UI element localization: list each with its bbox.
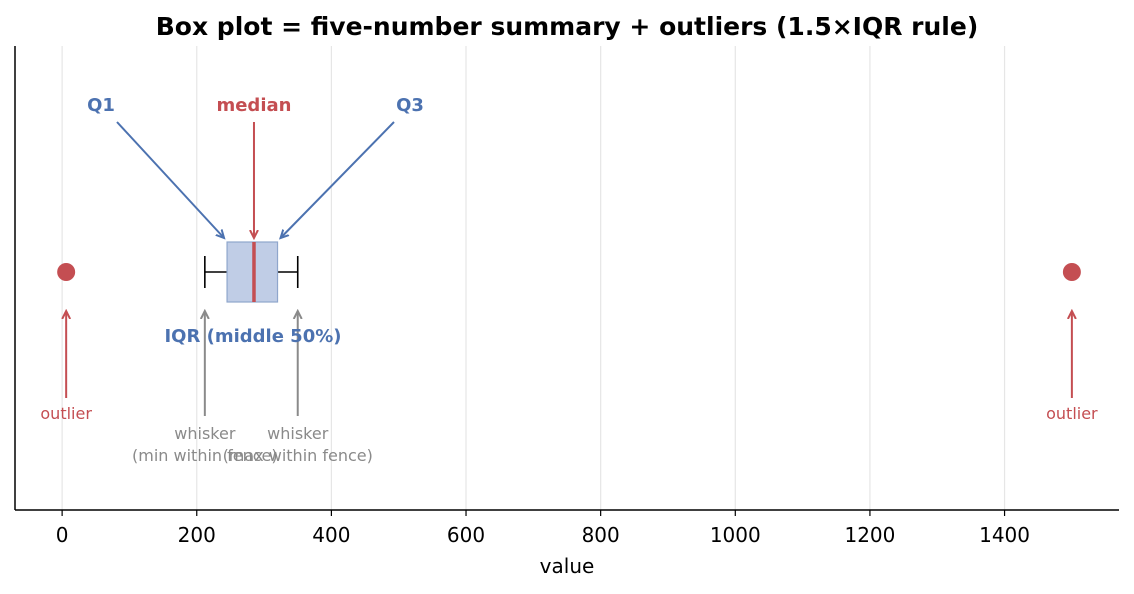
x-axis-label: value (540, 554, 595, 578)
whisker-low-label-line1: whisker (174, 424, 236, 443)
whisker-high-label-line1: whisker (267, 424, 329, 443)
outlier-point-left (57, 263, 76, 281)
x-tick-label: 600 (447, 523, 485, 547)
iqr-label: IQR (middle 50%) (164, 326, 341, 347)
q3-label: Q3 (396, 95, 424, 116)
x-axis-ticks: 0 200 400 600 800 1000 1200 1400 (56, 510, 1030, 547)
grid-lines (61, 46, 1006, 510)
chart-title: Box plot = five-number summary + outlier… (156, 12, 979, 41)
x-tick-label: 800 (582, 523, 620, 547)
x-tick-label: 1400 (979, 523, 1030, 547)
x-tick-label: 0 (56, 523, 69, 547)
outlier-point-right (1062, 263, 1081, 281)
x-tick-label: 1000 (710, 523, 761, 547)
median-label: median (216, 95, 291, 116)
x-tick-label: 200 (178, 523, 216, 547)
x-tick-label: 1200 (844, 523, 895, 547)
q3-arrow (281, 121, 395, 238)
whisker-low-label-line2: (min within fence) (132, 446, 278, 465)
outlier-right-label: outlier (1046, 404, 1098, 423)
whisker-high-label-line2: (max within fence) (223, 446, 373, 465)
q1-arrow (116, 121, 224, 238)
outlier-left-label: outlier (40, 404, 92, 423)
x-tick-label: 400 (312, 523, 350, 547)
q1-label: Q1 (87, 95, 115, 116)
